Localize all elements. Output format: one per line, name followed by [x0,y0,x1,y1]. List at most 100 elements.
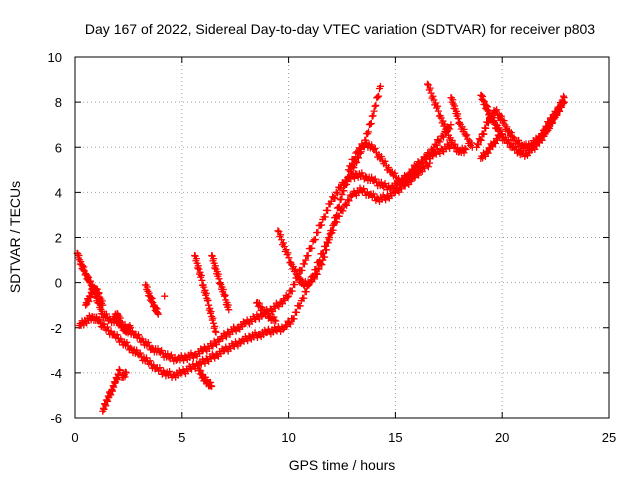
data-point [208,382,216,390]
data-point [371,144,379,152]
data-point [556,107,564,115]
chart-title: Day 167 of 2022, Sidereal Day-to-day VTE… [85,21,595,37]
data-point [476,136,484,144]
data-point [444,127,452,135]
grid [74,56,610,419]
data-point [377,178,385,186]
data-point [127,344,135,352]
data-point [122,369,130,377]
data-point [255,299,263,307]
data-point [144,338,152,346]
x-tick-label: 10 [281,430,295,445]
data-point [441,120,449,128]
series-track-l [118,368,130,381]
data-point [338,191,346,199]
data-point [438,132,446,140]
data-point [351,156,359,164]
data-point [291,281,299,289]
data-point [343,201,351,209]
data-point [369,112,377,120]
data-point [538,136,546,144]
data-point [285,254,293,262]
data-point [324,206,332,214]
data-point [332,188,340,196]
data-point [358,169,366,177]
data-point [407,175,415,183]
series-track-q [195,366,216,390]
data-point [381,180,389,188]
data-point [232,327,240,335]
data-point [294,270,302,278]
series-track-h [477,98,568,163]
data-point [347,162,355,170]
data-point [318,221,326,229]
data-point [436,138,444,146]
series-track-r [253,299,280,325]
data-point [403,178,411,186]
data-point [279,325,287,333]
data-point [311,275,319,283]
data-point [344,166,352,174]
x-axis-label: GPS time / hours [289,457,396,473]
y-tick-label: 10 [48,50,62,65]
data-point [375,92,383,100]
y-tick-label: 0 [55,276,62,291]
x-tick-label: 15 [388,430,402,445]
data-point [201,359,209,367]
data-point [327,197,335,205]
data-point [498,130,506,138]
data-point [154,345,162,353]
data-point [351,174,359,182]
data-point [343,180,351,188]
data-point [308,244,316,252]
x-tick-label: 0 [71,430,78,445]
data-point [482,124,490,132]
data-point [354,149,362,157]
data-point [443,127,451,135]
data-point [166,367,174,375]
data-point [423,80,431,88]
data-point [545,119,553,127]
data-point [370,107,378,115]
data-point [500,117,508,125]
data-point [353,148,361,156]
data-point [293,308,301,316]
data-point [211,354,219,362]
data-point [374,93,382,101]
data-point [225,306,233,314]
data-point [434,102,442,110]
data-point [345,197,353,205]
data-point [222,333,230,341]
series-track-n [161,292,169,300]
data-point [477,136,485,144]
data-point [288,287,296,295]
data-point [304,252,312,260]
data-point [385,163,393,171]
data-point [318,261,326,269]
data-point [314,264,322,272]
data-point [429,92,437,100]
x-tick-label: 5 [178,430,185,445]
data-point [146,357,154,365]
series-track-t [82,283,107,309]
data-point [371,175,379,183]
data-point [424,163,432,171]
series-track-o [191,252,220,336]
data-point [302,256,310,264]
series-track-s [141,281,162,318]
data-point [381,157,389,165]
data-point [347,192,355,200]
data-point [99,301,107,309]
data-point [161,292,169,300]
data-point [317,260,325,268]
data-point [285,292,293,300]
data-point [425,150,433,158]
data-point [314,228,322,236]
data-point [461,144,469,152]
data-point [507,129,515,137]
data-point [480,130,488,138]
data-point [321,213,329,221]
data-point [164,350,172,358]
data-point [274,227,282,235]
data-point [300,294,308,302]
